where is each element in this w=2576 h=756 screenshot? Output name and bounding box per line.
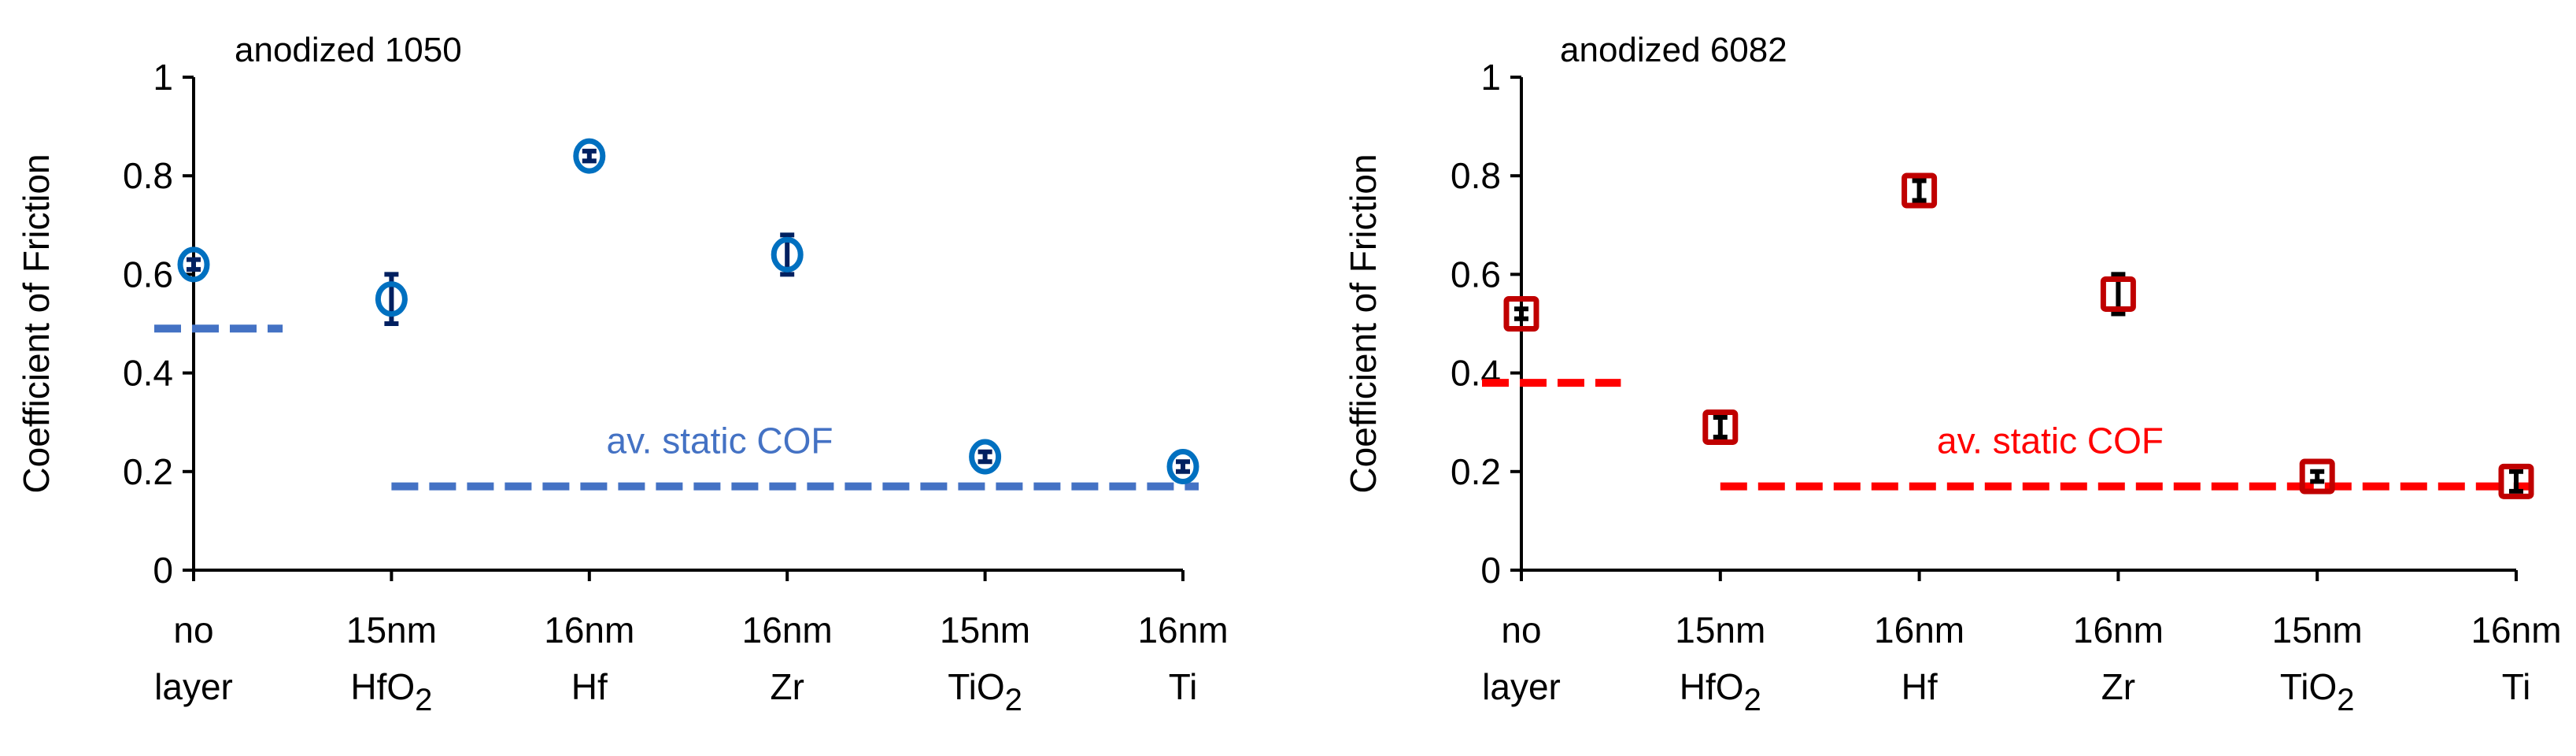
chart-title: anodized 6082: [1560, 31, 1787, 69]
circle-marker: [969, 439, 1002, 475]
x-tick-label-line2: HfO2: [350, 666, 432, 717]
x-tick-label-line1: 16nm: [742, 610, 833, 650]
data-point: [2498, 463, 2534, 499]
y-tick-label: 0.8: [1451, 155, 1501, 196]
x-tick-label-line2: TiO2: [2280, 666, 2355, 717]
x-tick-label-line1: 16nm: [544, 610, 634, 650]
x-tick-label-line2: HfO2: [1680, 666, 1761, 717]
data-point: [771, 232, 804, 277]
x-tick-label-line1: 15nm: [940, 610, 1030, 650]
square-marker: [1503, 295, 1539, 332]
x-tick-label-line1: 16nm: [1137, 610, 1228, 650]
x-tick-label-line1: 16nm: [1874, 610, 1964, 650]
x-tick-label-line1: no: [1501, 610, 1541, 650]
data-point: [2299, 458, 2335, 495]
x-tick-label-line2: layer: [1482, 666, 1561, 707]
data-point: [1902, 172, 1938, 209]
circle-marker: [177, 246, 210, 283]
data-point: [573, 138, 606, 174]
circle-marker: [375, 281, 408, 317]
x-tick-label-line2: Zr: [2101, 666, 2135, 707]
x-tick-label-line1: 16nm: [2471, 610, 2561, 650]
y-tick-label: 0.6: [1451, 254, 1501, 295]
circle-marker: [771, 236, 804, 272]
square-marker: [2299, 458, 2335, 495]
annotation-av-static-cof: av. static COF: [607, 421, 833, 461]
x-tick-label-line1: 15nm: [346, 610, 437, 650]
x-tick-label-line1: 16nm: [2073, 610, 2164, 650]
square-marker: [2100, 276, 2136, 312]
y-tick-label: 0.8: [123, 155, 173, 196]
data-point: [969, 439, 1002, 475]
y-tick-label: 0.2: [1451, 451, 1501, 492]
x-tick-label-line1: no: [173, 610, 213, 650]
x-tick-label-line2: layer: [154, 666, 233, 707]
y-tick-label: 0.4: [1451, 353, 1501, 394]
circle-marker: [573, 138, 606, 174]
square-marker: [1702, 409, 1739, 445]
x-tick-label-line2: Ti: [1169, 666, 1198, 707]
data-point: [1166, 449, 1199, 485]
x-tick-label-line2: Hf: [571, 666, 608, 707]
data-point: [375, 272, 408, 326]
data-point: [1702, 409, 1739, 445]
chart-anodized-1050: anodized 1050 Coefficient of Friction 0 0.2…: [16, 31, 1229, 717]
y-tick-label: 1: [1480, 57, 1501, 98]
square-marker: [2498, 463, 2534, 499]
data-point: [2100, 272, 2136, 317]
data-point: [1503, 295, 1539, 332]
chart-title: anodized 1050: [235, 31, 462, 69]
x-tick-label-line1: 15nm: [1675, 610, 1765, 650]
x-tick-label-line2: TiO2: [948, 666, 1022, 717]
square-marker: [1902, 172, 1938, 209]
x-tick-label-line2: Hf: [1902, 666, 1938, 707]
chart-anodized-6082: anodized 6082 Coefficient of Friction 0 0.2…: [1343, 31, 2562, 717]
y-tick-label: 0: [153, 550, 173, 591]
y-tick-label: 0.2: [123, 451, 173, 492]
annotation-av-static-cof: av. static COF: [1937, 421, 2164, 461]
data-point: [177, 246, 210, 283]
x-tick-label-line1: 15nm: [2272, 610, 2363, 650]
x-tick-label-line2: Ti: [2502, 666, 2531, 707]
x-tick-label-line2: Zr: [770, 666, 804, 707]
y-tick-label: 0.6: [123, 254, 173, 295]
y-tick-label: 1: [153, 57, 173, 98]
circle-marker: [1166, 449, 1199, 485]
y-axis-label: Coefficient of Friction: [1343, 154, 1384, 493]
y-axis-label: Coefficient of Friction: [16, 154, 57, 493]
y-tick-label: 0: [1480, 550, 1501, 591]
y-tick-label: 0.4: [123, 353, 173, 394]
